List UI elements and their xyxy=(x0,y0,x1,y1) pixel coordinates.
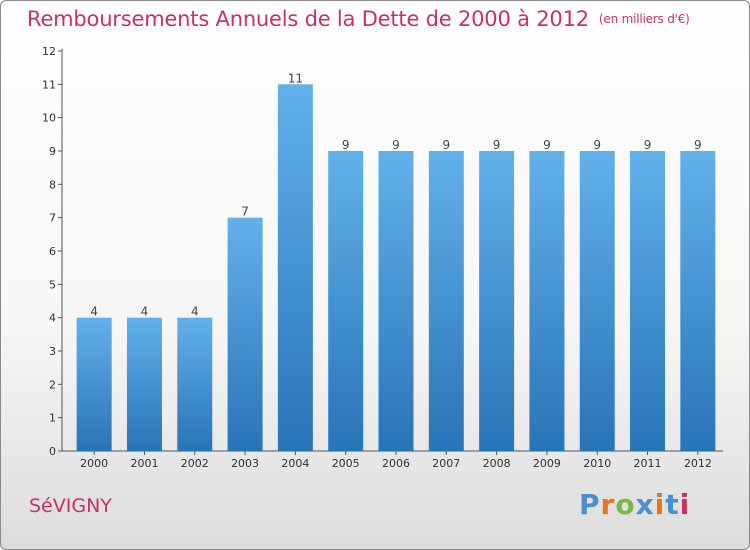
y-tick-label: 6 xyxy=(49,245,56,258)
bar-2005 xyxy=(328,151,364,451)
x-tick-label: 2005 xyxy=(332,457,360,470)
y-tick-label: 3 xyxy=(49,345,56,358)
x-tick-label: 2003 xyxy=(231,457,259,470)
bar-2001 xyxy=(126,317,162,451)
proxiti-logo: Proxiti xyxy=(579,488,690,521)
bar-2012 xyxy=(680,151,716,451)
town-name: SéVIGNY xyxy=(29,495,112,517)
x-tick-label: 2000 xyxy=(80,457,108,470)
bar-2003 xyxy=(227,217,263,451)
value-label: 9 xyxy=(543,138,551,152)
y-tick-label: 9 xyxy=(49,145,56,158)
y-tick-label: 10 xyxy=(42,112,56,125)
x-tick-label: 2001 xyxy=(130,457,158,470)
bar-2006 xyxy=(378,151,414,451)
value-label: 7 xyxy=(241,205,249,219)
x-tick-label: 2012 xyxy=(684,457,712,470)
y-tick-label: 1 xyxy=(49,412,56,425)
bar-2002 xyxy=(177,317,213,451)
logo-letter: r xyxy=(600,488,616,521)
value-label: 11 xyxy=(288,71,303,85)
y-tick-label: 2 xyxy=(49,378,56,391)
logo-letter: i xyxy=(679,488,691,521)
x-tick-label: 2010 xyxy=(583,457,611,470)
y-tick-label: 0 xyxy=(49,445,56,458)
bar-2007 xyxy=(428,151,464,451)
logo-letter: o xyxy=(615,488,636,521)
logo-letter: i xyxy=(654,488,666,521)
y-tick-label: 4 xyxy=(49,312,56,325)
x-tick-label: 2008 xyxy=(483,457,511,470)
y-tick-label: 5 xyxy=(49,278,56,291)
chart-title: Remboursements Annuels de la Dette de 20… xyxy=(27,7,690,31)
value-label: 9 xyxy=(493,138,501,152)
bar-2004 xyxy=(277,84,313,451)
logo-letter: P xyxy=(579,488,601,521)
bar-2009 xyxy=(529,151,565,451)
bar-2008 xyxy=(479,151,515,451)
value-label: 9 xyxy=(392,138,400,152)
value-label: 9 xyxy=(694,138,702,152)
value-label: 9 xyxy=(644,138,652,152)
x-tick-label: 2011 xyxy=(634,457,662,470)
bar-2010 xyxy=(579,151,615,451)
bar-2000 xyxy=(76,317,112,451)
y-tick-label: 12 xyxy=(42,45,56,58)
logo-letter: x xyxy=(635,488,655,521)
y-tick-label: 11 xyxy=(42,78,56,91)
unit-label: (en milliers d'€) xyxy=(598,12,690,26)
value-label: 9 xyxy=(342,138,350,152)
logo-letter: t xyxy=(665,488,680,521)
x-tick-label: 2004 xyxy=(281,457,309,470)
value-label: 9 xyxy=(442,138,450,152)
x-tick-label: 2009 xyxy=(533,457,561,470)
y-tick-label: 7 xyxy=(49,212,56,225)
y-tick-label: 8 xyxy=(49,178,56,191)
x-tick-label: 2007 xyxy=(432,457,460,470)
value-label: 9 xyxy=(593,138,601,152)
x-tick-label: 2006 xyxy=(382,457,410,470)
value-label: 4 xyxy=(90,305,98,319)
bar-2011 xyxy=(630,151,666,451)
value-label: 4 xyxy=(141,305,149,319)
value-label: 4 xyxy=(191,305,199,319)
x-tick-label: 2002 xyxy=(181,457,209,470)
